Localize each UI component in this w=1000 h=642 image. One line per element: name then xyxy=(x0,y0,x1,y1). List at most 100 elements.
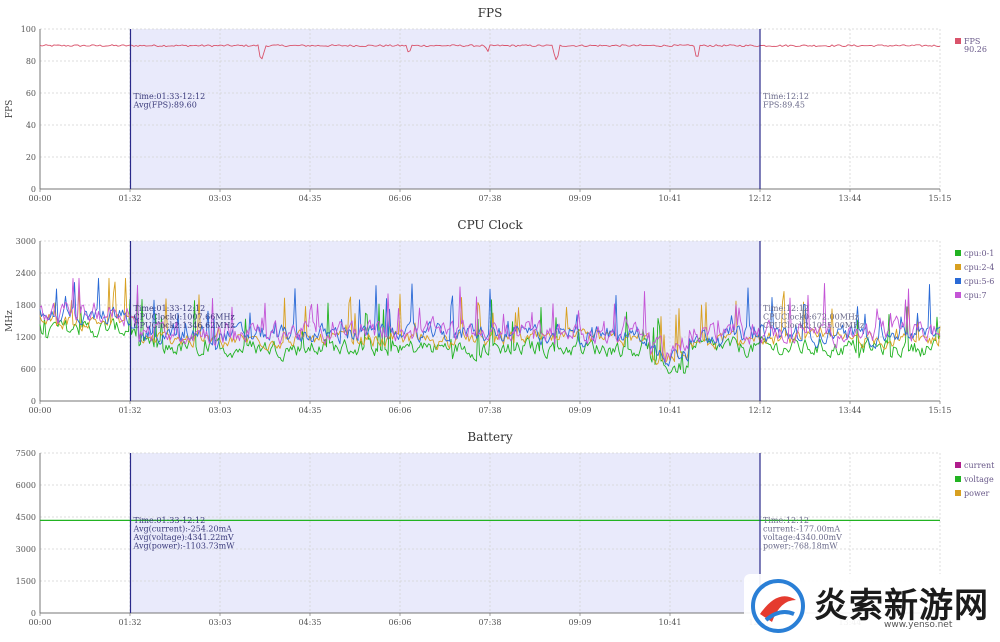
y-tick-label: 1500 xyxy=(16,577,36,586)
y-axis-label: FPS xyxy=(5,100,15,118)
cursor-annotation: Time:12:12 xyxy=(763,304,809,313)
cursor-annotation: FPS:89.45 xyxy=(763,101,805,110)
y-tick-label: 80 xyxy=(26,57,36,66)
series-line-cpu:2-4 xyxy=(39,277,941,365)
x-tick-label: 00:00 xyxy=(28,618,51,627)
legend-label: cpu:5-6 xyxy=(964,277,994,286)
x-tick-label: 01:32 xyxy=(118,618,141,627)
x-tick-label: 10:41 xyxy=(658,194,681,203)
y-tick-label: 1200 xyxy=(16,333,36,342)
watermark-url: www.yenso.net xyxy=(884,620,953,630)
watermark-text: 炎索新游网 xyxy=(814,586,989,626)
x-tick-label: 13:44 xyxy=(838,194,861,203)
legend-swatch xyxy=(955,292,961,298)
legend-swatch xyxy=(955,462,961,468)
x-tick-label: 03:03 xyxy=(208,618,231,627)
y-tick-label: 6000 xyxy=(16,481,36,490)
y-tick-label: 2400 xyxy=(16,269,36,278)
y-tick-label: 100 xyxy=(21,25,36,34)
legend-swatch xyxy=(955,278,961,284)
selection-annotation: Time:01:33-12:12 xyxy=(133,304,205,313)
x-tick-label: 15:15 xyxy=(928,406,951,415)
y-tick-label: 3000 xyxy=(16,237,36,246)
y-tick-label: 60 xyxy=(26,89,36,98)
chart-title: FPS xyxy=(478,6,503,20)
x-tick-label: 12:12 xyxy=(748,194,771,203)
x-tick-label: 01:32 xyxy=(118,194,141,203)
selection-annotation: CPUClock0:1007.66MHz xyxy=(133,313,234,322)
chart-0: FPS 0 20 40 60 80 100 00:00 01:32 03:03 04:35 06:06… xyxy=(5,6,987,203)
selection-annotation: Time:01:33-12:12 xyxy=(133,516,205,525)
y-tick-label: 4500 xyxy=(16,513,36,522)
chart-title: Battery xyxy=(467,430,512,444)
x-tick-label: 07:38 xyxy=(478,406,501,415)
legend-value: 90.26 xyxy=(964,45,987,54)
cursor-annotation: power:-768.18mW xyxy=(763,542,838,551)
selection-annotation: Avg(voltage):4341.22mV xyxy=(132,533,233,542)
chart-2: Battery 0 1500 3000 4500 6000 7500 00:00 01:32 03… xyxy=(16,430,996,627)
selection-annotation: CPUClock2:1346.62MHz xyxy=(133,321,234,330)
watermark-logo: 炎索新游网 www.yenso.net xyxy=(744,574,994,638)
x-tick-label: 07:38 xyxy=(478,618,501,627)
x-tick-label: 06:06 xyxy=(388,406,411,415)
x-tick-label: 09:09 xyxy=(568,618,591,627)
selection-band xyxy=(130,453,760,613)
selection-band xyxy=(130,241,760,401)
watermark-icon xyxy=(751,579,805,633)
y-tick-label: 20 xyxy=(26,153,36,162)
series-line-FPS xyxy=(39,44,941,61)
x-tick-label: 01:32 xyxy=(118,406,141,415)
legend-swatch xyxy=(955,264,961,270)
legend-label: power xyxy=(964,489,990,498)
y-tick-label: 0 xyxy=(31,609,36,618)
x-tick-label: 10:41 xyxy=(658,406,681,415)
selection-annotation: Time:01:33-12:12 xyxy=(133,92,205,101)
selection-annotation: Avg(FPS):89.60 xyxy=(132,101,196,110)
y-axis-label: MHz xyxy=(5,310,15,332)
selection-annotation: Avg(power):-1103.73mW xyxy=(132,542,235,551)
cursor-annotation: voltage:4340.00mV xyxy=(762,533,842,542)
x-tick-label: 03:03 xyxy=(208,194,231,203)
legend-label: FPS xyxy=(964,37,980,46)
x-tick-label: 09:09 xyxy=(568,194,591,203)
series-line-cpu:7 xyxy=(39,277,941,362)
cursor-annotation: Time:12:12 xyxy=(763,516,809,525)
legend-label: cpu:0-1 xyxy=(964,249,994,258)
cursor-annotation: CPUClock0:672.00MHz xyxy=(763,313,859,322)
x-tick-label: 12:12 xyxy=(748,406,771,415)
x-tick-label: 04:35 xyxy=(298,194,321,203)
x-tick-label: 03:03 xyxy=(208,406,231,415)
y-tick-label: 600 xyxy=(21,365,36,374)
x-tick-label: 00:00 xyxy=(28,194,51,203)
x-tick-label: 06:06 xyxy=(388,618,411,627)
legend-swatch xyxy=(955,490,961,496)
selection-annotation: Avg(current):-254.20mA xyxy=(132,525,232,534)
cursor-annotation: current:-177.00mA xyxy=(763,525,840,534)
legend-label: cpu:2-4 xyxy=(964,263,994,272)
chart-title: CPU Clock xyxy=(457,218,523,232)
x-tick-label: 07:38 xyxy=(478,194,501,203)
x-tick-label: 13:44 xyxy=(838,406,861,415)
legend-label: voltage xyxy=(963,475,994,484)
y-tick-label: 7500 xyxy=(16,449,36,458)
selection-band xyxy=(130,29,760,189)
y-tick-label: 0 xyxy=(31,397,36,406)
y-tick-label: 0 xyxy=(31,185,36,194)
x-tick-label: 00:00 xyxy=(28,406,51,415)
x-tick-label: 10:41 xyxy=(658,618,681,627)
legend-swatch xyxy=(955,476,961,482)
y-tick-label: 3000 xyxy=(16,545,36,554)
x-tick-label: 04:35 xyxy=(298,406,321,415)
x-tick-label: 06:06 xyxy=(388,194,411,203)
chart-1: CPU Clock 0 600 1200 1800 2400 3000 00:00 01:32 0… xyxy=(5,218,994,415)
x-tick-label: 09:09 xyxy=(568,406,591,415)
cursor-annotation: CPUClock2:1035.00MHz xyxy=(763,321,864,330)
cursor-annotation: Time:12:12 xyxy=(763,92,809,101)
y-tick-label: 1800 xyxy=(16,301,36,310)
legend-swatch xyxy=(955,38,961,44)
legend-label: cpu:7 xyxy=(964,291,987,300)
x-tick-label: 04:35 xyxy=(298,618,321,627)
y-tick-label: 40 xyxy=(26,121,36,130)
legend-swatch xyxy=(955,250,961,256)
